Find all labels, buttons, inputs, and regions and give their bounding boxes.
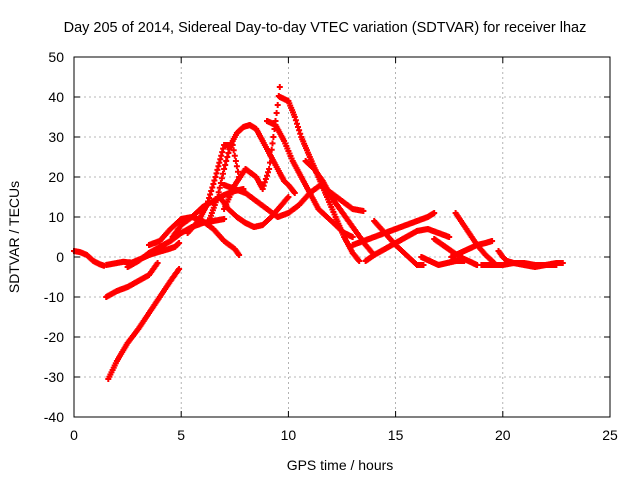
data-points — [71, 84, 566, 382]
data-markers — [418, 254, 468, 268]
x-tick-label: 5 — [177, 427, 185, 443]
series-arc-18 — [371, 218, 427, 268]
x-tick-label: 10 — [281, 427, 297, 443]
y-tick-label: -10 — [44, 289, 64, 305]
y-tick-label: -20 — [44, 329, 64, 345]
series-arc-4 — [105, 266, 183, 382]
y-tick-label: 0 — [56, 249, 64, 265]
series-arc-19 — [418, 254, 468, 268]
grid — [74, 57, 610, 417]
series-arc-16 — [349, 210, 438, 248]
y-axis-label: SDTVAR / TECUs — [6, 181, 22, 293]
series-arc-24 — [495, 248, 560, 270]
data-markers — [495, 248, 560, 270]
series-arc-3 — [103, 260, 161, 300]
data-markers — [221, 84, 283, 212]
chart-title: Day 205 of 2014, Sidereal Day-to-day VTE… — [64, 20, 587, 36]
x-tick-label: 0 — [70, 427, 78, 443]
y-tick-label: -40 — [44, 409, 64, 425]
x-tick-label: 25 — [602, 427, 618, 443]
data-markers — [103, 260, 161, 300]
plot-frame — [73, 56, 611, 418]
x-tick-label: 15 — [388, 427, 404, 443]
series-arc-22 — [452, 210, 498, 266]
x-axis-label: GPS time / hours — [287, 457, 394, 473]
data-markers — [302, 158, 378, 258]
y-tick-label: 30 — [48, 129, 64, 145]
y-tick-label: 50 — [48, 49, 64, 65]
data-markers — [349, 210, 438, 248]
x-tick-label: 20 — [495, 427, 511, 443]
data-markers — [452, 210, 498, 266]
y-tick-label: 20 — [48, 169, 64, 185]
series-arc-15 — [302, 158, 378, 258]
series-arc-11 — [221, 84, 283, 212]
data-markers — [371, 218, 427, 268]
y-tick-label: 40 — [48, 89, 64, 105]
y-tick-label: 10 — [48, 209, 64, 225]
y-tick-label: -30 — [44, 369, 64, 385]
data-markers — [105, 266, 183, 382]
